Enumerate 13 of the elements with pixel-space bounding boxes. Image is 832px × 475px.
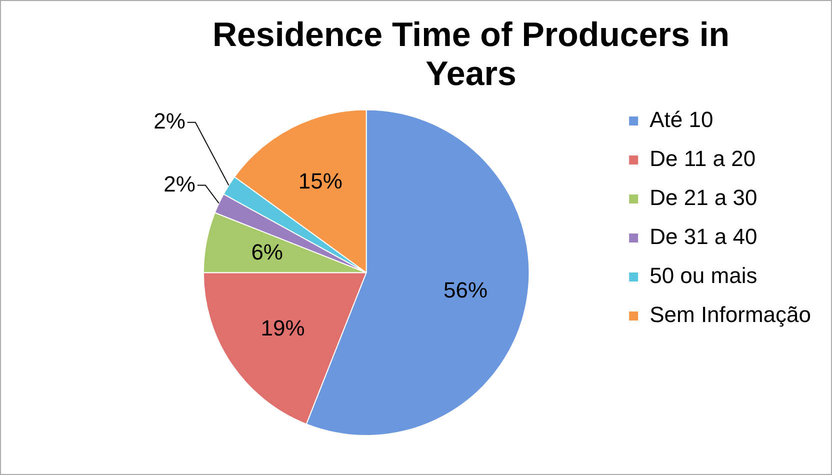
data-label: 2% [154,108,186,134]
data-label: 2% [164,171,196,196]
chart-title: Residence Time of Producers in Years [212,16,730,94]
legend-label: Sem Informação [650,302,812,328]
data-label: 56% [443,278,488,303]
legend-label: De 11 a 20 [650,146,756,172]
data-label: 15% [298,168,342,194]
data-label: 19% [260,315,305,340]
legend-label: 50 ou mais [650,263,758,288]
legend-label: Até 10 [650,107,714,132]
data-label: 6% [251,240,283,265]
legend-label: De 31 a 40 [650,224,758,250]
legend-label: De 21 a 30 [650,185,758,210]
